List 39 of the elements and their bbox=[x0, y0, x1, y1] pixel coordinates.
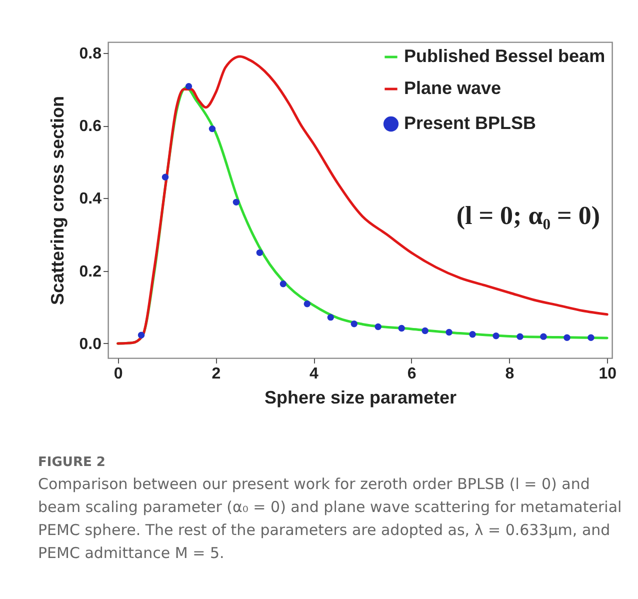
legend-label: Published Bessel beam bbox=[404, 46, 606, 66]
point bbox=[232, 198, 240, 206]
point bbox=[469, 331, 476, 338]
caption: FIGURE 2 bbox=[38, 455, 106, 470]
y-tick-label: 0.6 bbox=[79, 118, 102, 136]
point bbox=[564, 334, 570, 342]
point bbox=[540, 333, 547, 340]
x-tick-label: 4 bbox=[310, 366, 319, 382]
x-tick-label: 2 bbox=[212, 366, 221, 382]
legend-label: Present BPLSB bbox=[404, 113, 536, 133]
legend-label: Plane wave bbox=[404, 78, 502, 98]
x-tick-label: 0 bbox=[114, 366, 123, 382]
point bbox=[588, 334, 594, 342]
x-axis-title: Sphere size parameter bbox=[264, 388, 457, 408]
point bbox=[446, 328, 452, 336]
point bbox=[280, 280, 287, 288]
y-tick-label: 0.4 bbox=[79, 190, 102, 208]
x-tick-label: 6 bbox=[407, 366, 416, 382]
y-axis-title: Scattering cross section bbox=[47, 96, 68, 306]
x-tick-label: 10 bbox=[598, 366, 617, 382]
text: Comparison between our present work for zeroth order BPLSB (l = 0) and beam scaling parameter (α₀ = 0) and plane wave scattering for metamaterial PEMC sphere. The rest of the parameters are adopted as, λ = 0.633μm, and PEMC admittance M = 5. bbox=[38, 474, 623, 564]
point bbox=[398, 324, 405, 332]
point bbox=[374, 323, 382, 330]
point bbox=[256, 249, 264, 256]
y-tick-label: 0.2 bbox=[79, 263, 102, 280]
point bbox=[185, 82, 192, 90]
point bbox=[304, 300, 311, 308]
y-tick-label: 0.0 bbox=[79, 336, 102, 353]
point bbox=[162, 174, 169, 180]
point bbox=[350, 320, 358, 328]
annotation: (l = 0; α₀ = 0) bbox=[456, 201, 600, 230]
point bbox=[138, 332, 145, 338]
point bbox=[516, 333, 524, 340]
x-tick-label: 8 bbox=[505, 366, 514, 382]
y-tick-label: 0.8 bbox=[79, 45, 102, 62]
point bbox=[492, 332, 500, 340]
point bbox=[422, 327, 428, 334]
point bbox=[327, 314, 334, 321]
point bbox=[208, 125, 216, 132]
